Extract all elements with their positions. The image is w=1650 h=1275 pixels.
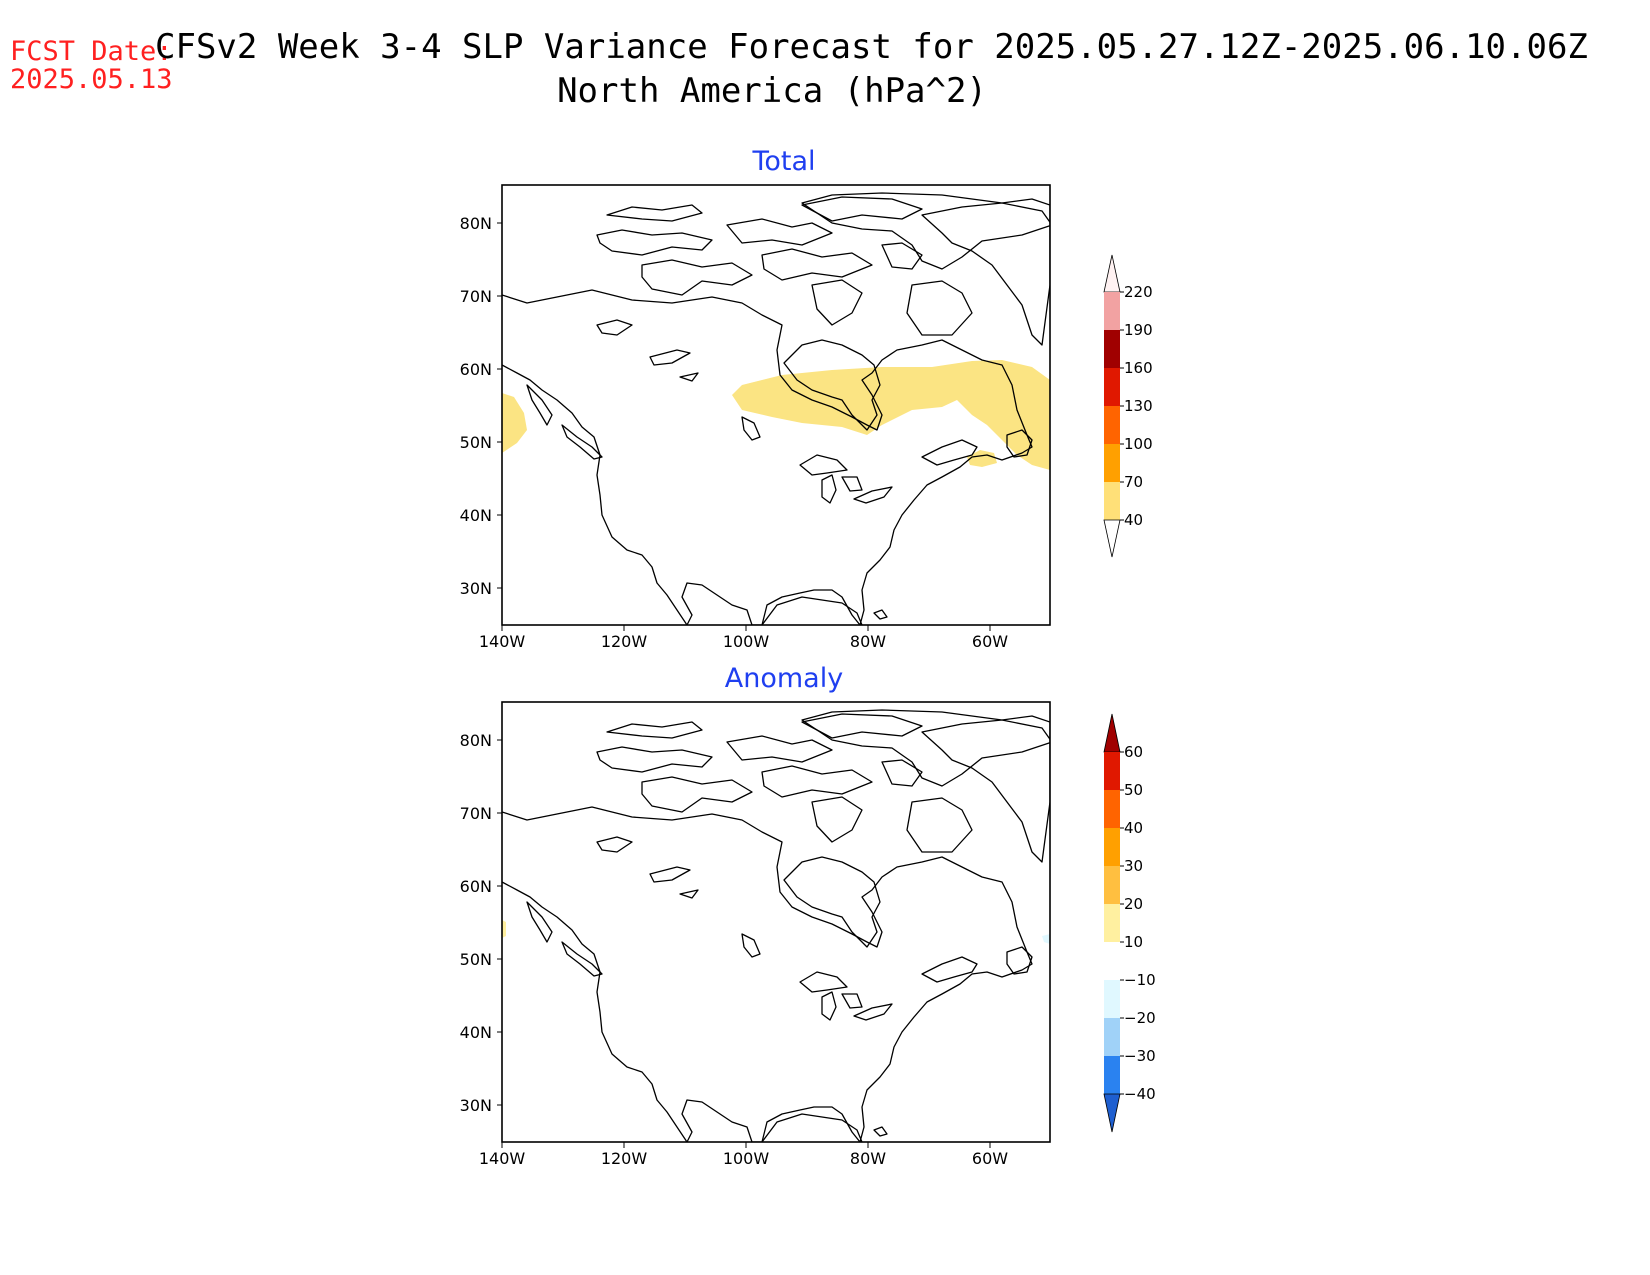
colorbar-label: 10 — [1124, 933, 1143, 951]
lon-label: 80W — [850, 632, 886, 651]
panel-title-anomaly: Anomaly — [725, 663, 843, 694]
lat-label: 30N — [460, 579, 492, 598]
lat-label: 80N — [460, 214, 492, 233]
colorbar-bin — [1104, 866, 1120, 904]
chart-subtitle: North America (hPa^2) — [557, 71, 987, 111]
colorbar-top-arrow — [1103, 254, 1121, 293]
colorbar-bin — [1104, 942, 1120, 980]
lon-label: 140W — [479, 1149, 526, 1168]
colorbar-bin — [1104, 980, 1120, 1018]
colorbar-bin — [1104, 752, 1120, 790]
anomaly-shade-pacific — [502, 920, 506, 938]
fcst-date-value: 2025.05.13 — [10, 64, 173, 95]
lat-axis-anomaly: 80N 70N 60N 50N 40N 30N — [460, 731, 502, 1115]
panel-anomaly: Anomaly 80N 70N 60N 50N 40N 30N 140W 120… — [460, 663, 1156, 1168]
colorbar-label: 50 — [1124, 781, 1143, 799]
colorbar-label: 220 — [1124, 283, 1153, 301]
colorbar-total: 220 190 160 130 100 70 40 — [1103, 254, 1153, 558]
colorbar-label: −40 — [1124, 1085, 1156, 1103]
colorbar-label: 190 — [1124, 321, 1153, 339]
lon-label: 120W — [601, 1149, 648, 1168]
map-frame-total — [501, 184, 1051, 626]
map-frame-anomaly — [501, 701, 1051, 1143]
colorbar-anomaly: 60 50 40 30 20 10 −10 −20 −30 −40 — [1103, 713, 1156, 1133]
panel-total: Total 80N 70N 60N 50N 40N 30N — [460, 146, 1153, 651]
lat-axis-total: 80N 70N 60N 50N 40N 30N — [460, 214, 502, 598]
colorbar-bin — [1104, 444, 1120, 482]
colorbar-top-arrow — [1103, 713, 1121, 753]
colorbar-bin — [1104, 1018, 1120, 1056]
lon-label: 100W — [723, 1149, 770, 1168]
lon-axis-anomaly: 140W 120W 100W 80W 60W — [479, 1142, 1008, 1168]
lat-label: 30N — [460, 1096, 492, 1115]
colorbar-bin — [1104, 482, 1120, 520]
colorbar-label: 20 — [1124, 895, 1143, 913]
colorbar-bin — [1104, 368, 1120, 406]
lat-label: 50N — [460, 433, 492, 452]
colorbar-label: 30 — [1124, 857, 1143, 875]
colorbar-label: 130 — [1124, 397, 1153, 415]
colorbar-label: 160 — [1124, 359, 1153, 377]
colorbar-bin — [1104, 1056, 1120, 1094]
colorbar-label: 100 — [1124, 435, 1153, 453]
lon-label: 60W — [972, 1149, 1008, 1168]
colorbar-label: 40 — [1124, 511, 1143, 529]
colorbar-bin — [1104, 292, 1120, 330]
lat-label: 40N — [460, 1023, 492, 1042]
fcst-date-label: FCST Date: — [10, 36, 173, 67]
colorbar-label: 60 — [1124, 743, 1143, 761]
colorbar-bin — [1104, 790, 1120, 828]
lon-label: 140W — [479, 632, 526, 651]
colorbar-label: −10 — [1124, 971, 1156, 989]
lat-label: 60N — [460, 877, 492, 896]
colorbar-bin — [1104, 406, 1120, 444]
lat-label: 60N — [460, 360, 492, 379]
total-shade-newfoundland — [967, 450, 997, 467]
panel-title-total: Total — [751, 146, 815, 177]
lon-label: 100W — [723, 632, 770, 651]
chart-title: CFSv2 Week 3-4 SLP Variance Forecast for… — [155, 27, 1588, 67]
colorbar-bin — [1104, 330, 1120, 368]
total-shade-canada — [732, 360, 1050, 470]
lat-label: 70N — [460, 287, 492, 306]
colorbar-bin — [1104, 904, 1120, 942]
lat-label: 70N — [460, 804, 492, 823]
lat-label: 40N — [460, 506, 492, 525]
colorbar-label: 40 — [1124, 819, 1143, 837]
anomaly-shade-atlantic — [1042, 934, 1050, 944]
lat-label: 50N — [460, 950, 492, 969]
colorbar-bottom-arrow — [1103, 519, 1121, 558]
colorbar-label: −30 — [1124, 1047, 1156, 1065]
colorbar-label: −20 — [1124, 1009, 1156, 1027]
lat-label: 80N — [460, 731, 492, 750]
lon-axis-total: 140W 120W 100W 80W 60W — [479, 625, 1008, 651]
lon-label: 120W — [601, 632, 648, 651]
lon-label: 80W — [850, 1149, 886, 1168]
colorbar-label: 70 — [1124, 473, 1143, 491]
total-shade-pacific — [502, 393, 527, 453]
lon-label: 60W — [972, 632, 1008, 651]
colorbar-bin — [1104, 828, 1120, 866]
colorbar-bottom-arrow — [1103, 1093, 1121, 1133]
